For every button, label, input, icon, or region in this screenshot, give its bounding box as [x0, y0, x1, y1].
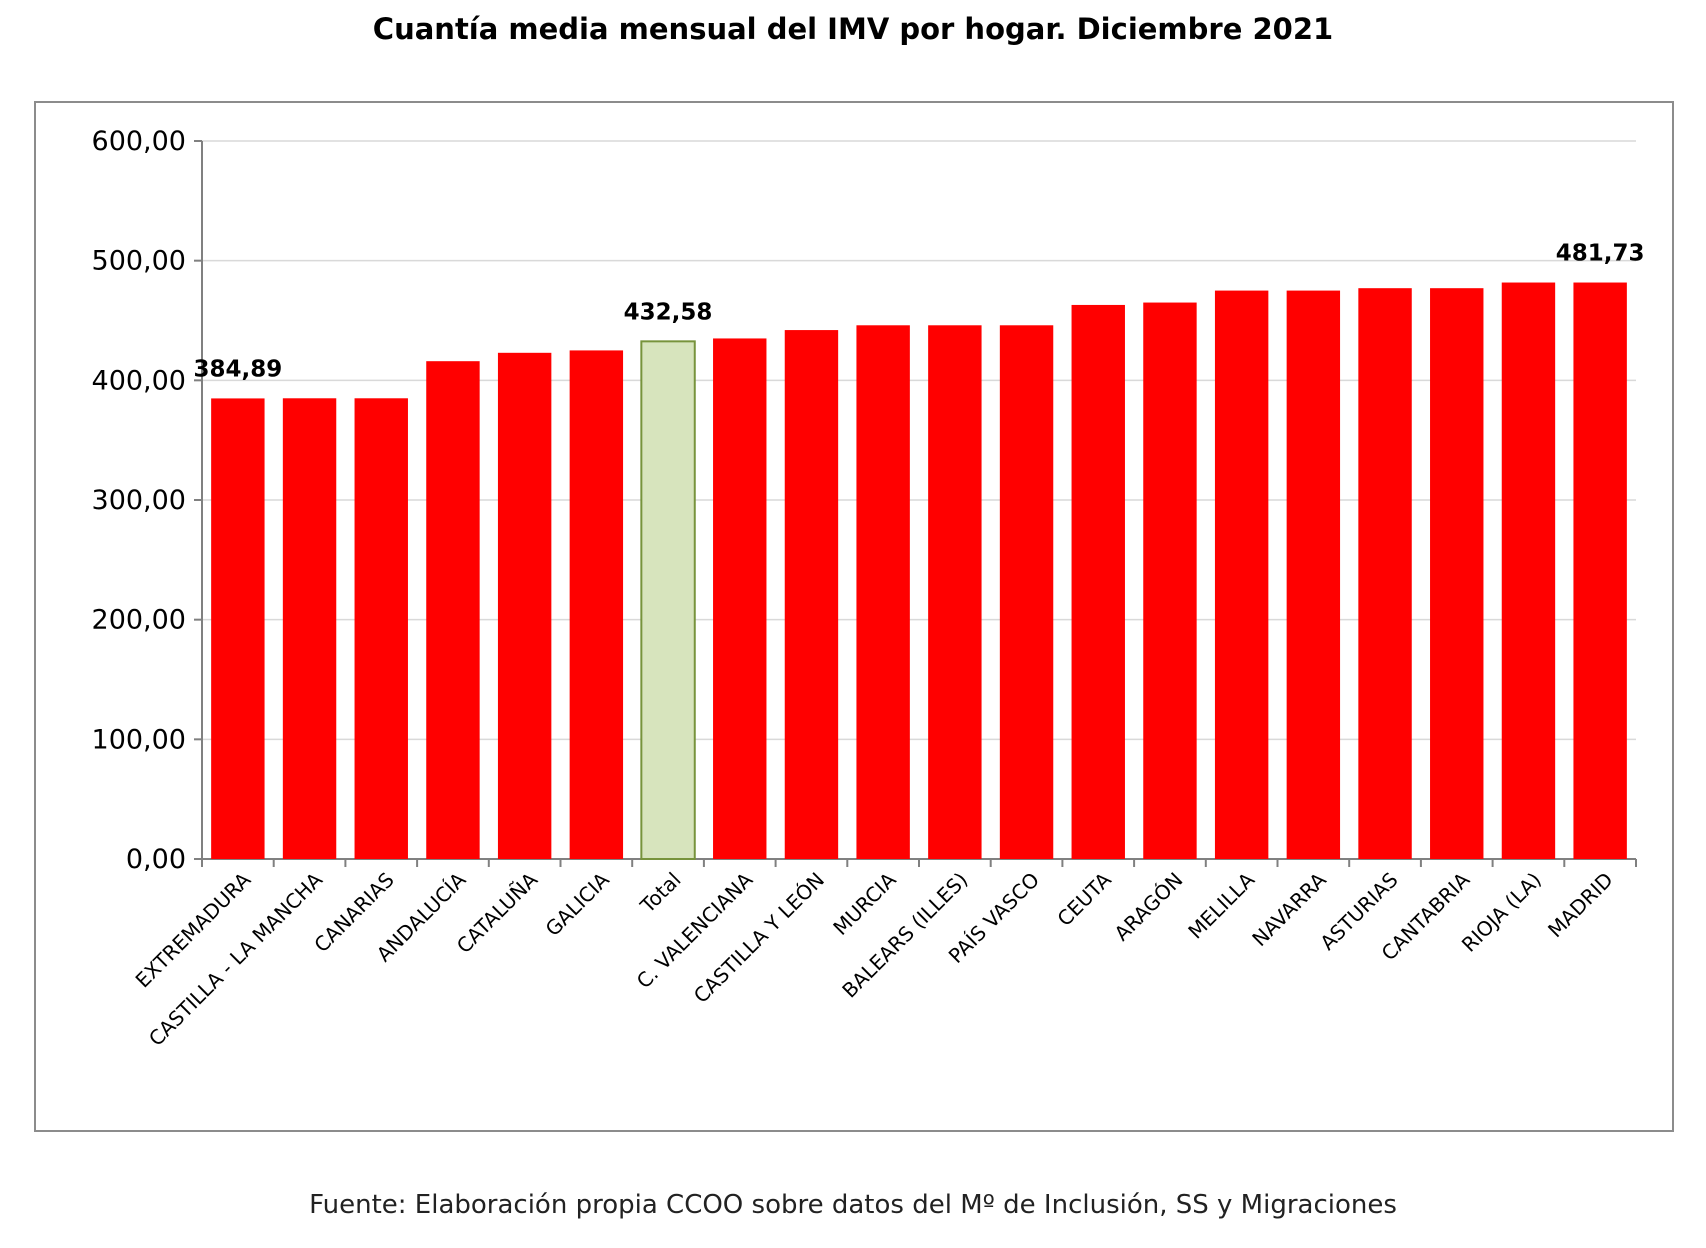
bars: [211, 282, 1627, 860]
y-tick-label: 100,00: [92, 724, 186, 755]
y-tick-label: 600,00: [92, 126, 186, 157]
x-tick-label: MELILLA: [1183, 867, 1259, 943]
bar-15: [1286, 290, 1341, 859]
bar-2: [354, 398, 408, 859]
bar-9: [856, 325, 910, 859]
bar-13: [1143, 302, 1197, 859]
bar-10: [928, 325, 982, 859]
gridlines: [202, 140, 1636, 741]
bar-0: [211, 398, 265, 859]
y-tick-labels: 0,00 100,00 200,00 300,00 400,00 500,00 600,00: [92, 126, 186, 875]
x-tick-label: CEUTA: [1052, 867, 1116, 931]
y-tick-label: 500,00: [92, 246, 186, 277]
y-tick-label: 300,00: [92, 485, 186, 516]
data-label: 384,89: [193, 356, 282, 382]
bar-1: [282, 398, 337, 859]
bar-18: [1501, 282, 1556, 859]
y-tick-label: 200,00: [92, 605, 186, 636]
bar-14: [1214, 290, 1269, 859]
x-tick-label: MADRID: [1543, 868, 1618, 943]
y-tick-label: 0,00: [126, 844, 186, 875]
data-label: 481,73: [1556, 241, 1645, 267]
chart-title: Cuantía media mensual del IMV por hogar.…: [372, 12, 1334, 46]
bar-6: [640, 340, 696, 860]
x-tick-label: ARAGÓN: [1109, 868, 1187, 946]
x-tick-label: BALEARS (ILLES): [837, 868, 972, 1003]
data-label: 432,58: [624, 299, 713, 325]
bar-8: [784, 330, 839, 859]
y-tick-label: 400,00: [92, 365, 186, 396]
bar-3: [426, 361, 480, 859]
x-tick-label: MURCIA: [828, 867, 901, 940]
data-labels: 384,89 432,58 481,73: [193, 241, 1644, 383]
bar-19: [1573, 282, 1627, 859]
bar-5: [569, 350, 624, 859]
x-tick-label: CASTILLA Y LEÓN: [689, 868, 829, 1008]
chart-frame: 0,00 100,00 200,00 300,00 400,00 500,00 600,00…: [34, 101, 1674, 1132]
x-tick-label: GALICIA: [541, 867, 615, 941]
bar-7: [713, 338, 767, 859]
bar-17: [1430, 288, 1484, 859]
bar-16: [1358, 288, 1412, 859]
bar-11: [999, 325, 1054, 859]
axes: [194, 140, 1637, 867]
chart-source: Fuente: Elaboración propia CCOO sobre da…: [309, 1190, 1397, 1220]
x-tick-label: Total: [635, 868, 686, 919]
bar-4: [497, 352, 552, 859]
bar-chart: 0,00 100,00 200,00 300,00 400,00 500,00 600,00…: [92, 126, 1645, 1051]
bar-12: [1071, 304, 1125, 859]
